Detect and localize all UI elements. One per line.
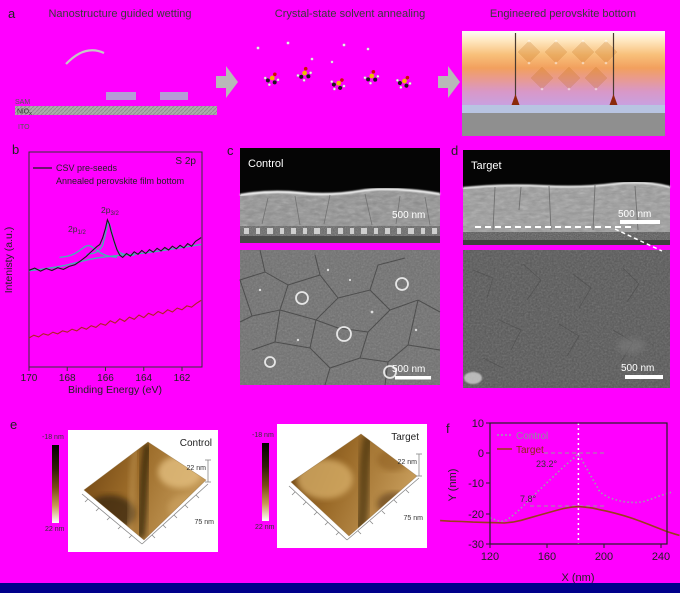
legend-label-target: Target xyxy=(516,445,544,456)
y-tick-labels: 10 0 -10 -20 -30 xyxy=(468,418,484,551)
xps-fit-baseline xyxy=(28,243,202,272)
orbital-tag: S 2p xyxy=(175,156,196,167)
svg-text:170: 170 xyxy=(21,373,38,384)
scale-bar xyxy=(395,376,431,380)
solvent-molecules xyxy=(256,41,414,94)
niox-layer xyxy=(15,106,217,115)
sam-label: SAM xyxy=(15,99,30,106)
grain-boundaries xyxy=(239,249,441,386)
svg-text:0: 0 xyxy=(478,448,484,460)
svg-text:160: 160 xyxy=(538,551,556,563)
afm-control-3d: 22 nm 75 nm Control xyxy=(81,438,215,545)
x-tick-labels: 170 168 166 164 162 xyxy=(21,373,191,384)
afm-target-3d: 22 nm 75 nm Target xyxy=(288,432,424,541)
svg-text:10: 10 xyxy=(472,418,484,430)
sem-label-control: Control xyxy=(248,158,283,170)
scale-bar xyxy=(620,220,660,224)
svg-text:166: 166 xyxy=(97,373,114,384)
sem-control-cross-section: Control 500 nm xyxy=(239,148,441,243)
perovskite-film-schematic xyxy=(462,31,665,136)
scale-bar xyxy=(625,375,663,379)
schematic-title-perovskite: Engineered perovskite bottom xyxy=(489,8,637,20)
afm-label-control: Control xyxy=(180,438,212,449)
control-profile-curve xyxy=(489,453,672,523)
sem-label-target: Target xyxy=(471,160,502,172)
afm-control-colorbar xyxy=(52,445,59,523)
schematic-title-wetting: Nanostructure guided wetting xyxy=(48,8,192,20)
bottom-border-strip xyxy=(0,583,680,593)
process-arrow-icon xyxy=(438,66,460,98)
schematic-title-annealing: Crystal-state solvent annealing xyxy=(274,8,426,20)
x-axis-label: X (nm) xyxy=(562,572,595,584)
z-scale-label: 22 nm xyxy=(398,459,418,466)
xps-seed-curve xyxy=(28,217,202,272)
sem-target-surface: 500 nm xyxy=(463,250,670,388)
svg-text:-20: -20 xyxy=(468,509,484,521)
peak-label-2p32: 2p3/2 xyxy=(101,205,119,217)
panel-letter-a: a xyxy=(8,6,16,21)
svg-text:240: 240 xyxy=(652,551,670,563)
scale-bar-label: 500 nm xyxy=(621,363,654,374)
colorbar-max-label: -18 nm xyxy=(252,432,274,439)
colorbar-min-label: 22 nm xyxy=(45,526,65,533)
transport-layer xyxy=(462,105,665,113)
line-profile-plot: f 120 160 200 240 10 0 -10 -20 -30 X (nm… xyxy=(440,418,680,584)
x-ticks xyxy=(28,367,183,371)
svg-text:168: 168 xyxy=(59,373,76,384)
panel-letter-d: d xyxy=(451,143,459,158)
y-axis-label: Y (nm) xyxy=(447,469,459,502)
afm-axes xyxy=(81,459,211,545)
svg-text:200: 200 xyxy=(595,551,613,563)
colorbar-min-label: 22 nm xyxy=(255,524,275,531)
seed-pad xyxy=(106,92,136,100)
seed-pad xyxy=(160,92,188,100)
scale-bar-label: 500 nm xyxy=(618,209,651,220)
target-angle-annotation: 7.8° xyxy=(520,494,537,504)
sem-target-cross-section: Target 500 nm xyxy=(462,150,671,245)
panel-letter-f: f xyxy=(446,421,450,436)
xps-annealed-curve xyxy=(28,299,202,339)
scale-bar-label: 500 nm xyxy=(392,210,425,221)
substrate-layer xyxy=(462,113,665,136)
panel-letter-c: c xyxy=(227,143,234,158)
x-scale-label: 75 nm xyxy=(404,515,424,522)
pinholes xyxy=(264,277,409,379)
target-profile-curve xyxy=(440,505,680,537)
svg-text:162: 162 xyxy=(174,373,191,384)
x-axis-label: Binding Energy (eV) xyxy=(68,384,162,396)
control-angle-annotation: 23.2° xyxy=(536,459,558,469)
y-axis-label: Intenisty (a.u.) xyxy=(3,227,15,294)
afm-target-colorbar xyxy=(262,443,269,521)
svg-text:164: 164 xyxy=(135,373,152,384)
panel-letter-b: b xyxy=(12,142,20,157)
afm-label-target: Target xyxy=(391,432,419,443)
peak-label-2p12: 2p1/2 xyxy=(68,224,86,236)
axis-ticks xyxy=(486,422,662,548)
svg-text:-30: -30 xyxy=(468,539,484,551)
x-scale-label: 75 nm xyxy=(195,519,215,526)
schematic-panel: SAM NiOx ITO xyxy=(15,31,665,136)
svg-text:120: 120 xyxy=(481,551,499,563)
niox-label: NiOx xyxy=(17,109,32,118)
panel-letter-e: e xyxy=(10,417,18,432)
svg-text:-10: -10 xyxy=(468,478,484,490)
scale-bar-label: 500 nm xyxy=(392,364,425,375)
x-tick-labels: 120 160 200 240 xyxy=(481,551,670,563)
colorbar-max-label: -18 nm xyxy=(42,434,64,441)
plot-frame xyxy=(28,151,203,368)
process-arrow-icon xyxy=(216,66,238,98)
xps-fit-peak-2p12 xyxy=(59,244,118,259)
legend-label-control: Control xyxy=(516,431,548,442)
legend-label-annealed: Annealed perovskite film bottom xyxy=(56,176,184,186)
droplet-arc xyxy=(65,49,105,65)
legend-label-seeds: CSV pre-seeds xyxy=(56,163,118,173)
xps-plot: 170 168 166 164 162 Binding Energy (eV) … xyxy=(3,151,203,396)
z-scale-label: 22 nm xyxy=(187,465,207,472)
sem-control-surface: 500 nm xyxy=(239,249,441,386)
afm-axes xyxy=(288,453,422,541)
ito-label: ITO xyxy=(18,124,30,131)
